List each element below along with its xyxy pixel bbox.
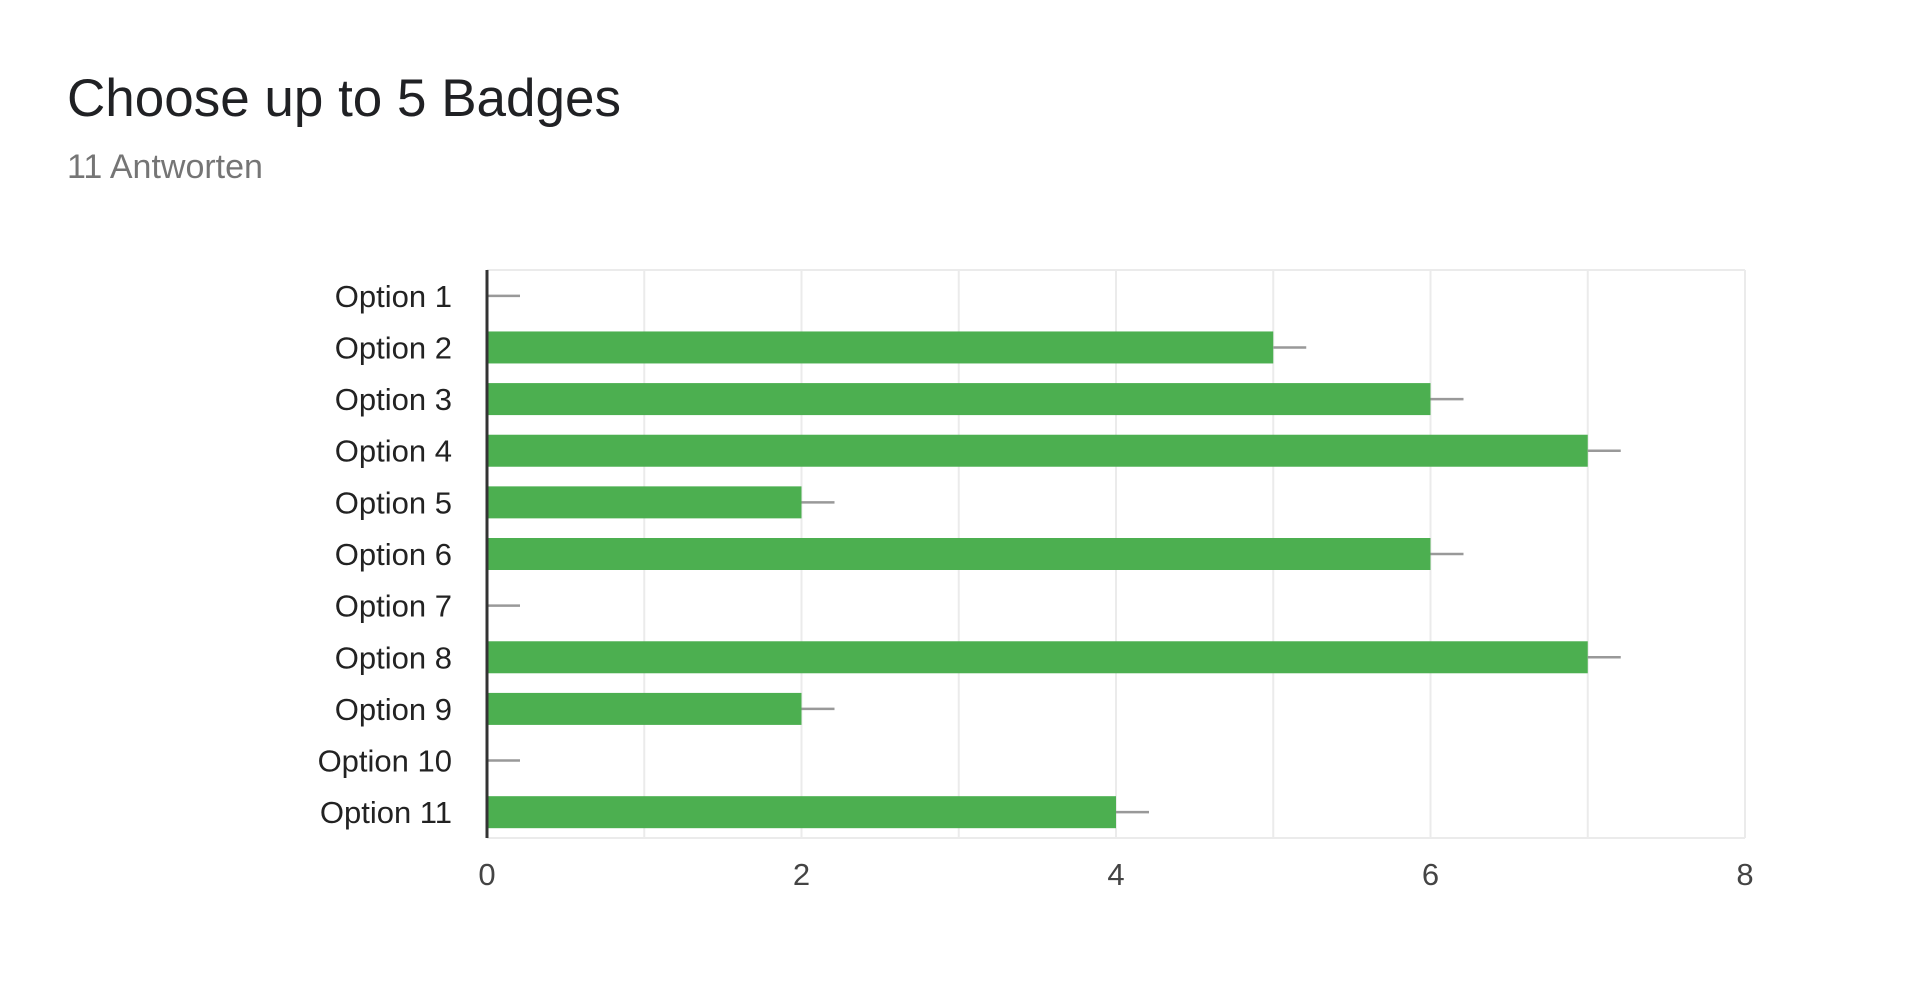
category-label-7: Option 7: [335, 589, 452, 624]
bar-6: [487, 538, 1431, 570]
category-label-11: Option 11: [320, 795, 452, 830]
bars: [487, 331, 1588, 829]
grid-lines: [487, 269, 1746, 839]
bar-9: [487, 692, 802, 725]
category-label-2: Option 2: [335, 330, 452, 365]
bar-4: [487, 434, 1588, 467]
category-label-4: Option 4: [335, 434, 452, 469]
bar-3: [487, 383, 1431, 416]
bar-11: [487, 796, 1116, 829]
x-tick-label-2: 2: [793, 857, 810, 892]
x-tick-label-0: 0: [478, 857, 495, 892]
category-label-1: Option 1: [335, 279, 452, 314]
error-bars: [487, 294, 1621, 814]
x-tick-label-4: 4: [1107, 857, 1124, 892]
bar-5: [487, 486, 802, 519]
category-labels: Option 1 Option 2 Option 3 Option 4 Option 5…: [318, 279, 452, 830]
category-label-10: Option 10: [318, 744, 452, 779]
category-label-3: Option 3: [335, 382, 452, 417]
chart-title: Choose up to 5 Badges: [67, 69, 621, 128]
category-label-5: Option 5: [335, 485, 452, 520]
x-tick-label-8: 8: [1736, 857, 1753, 892]
x-tick-labels: 0 2 4 6 8: [478, 857, 1753, 892]
category-label-8: Option 8: [335, 640, 452, 675]
bar-8: [487, 641, 1588, 674]
category-label-6: Option 6: [335, 537, 452, 572]
response-count: 11 Antworten: [67, 148, 263, 186]
bar-2: [487, 331, 1274, 364]
x-tick-label-6: 6: [1422, 857, 1439, 892]
category-label-9: Option 9: [335, 692, 452, 727]
